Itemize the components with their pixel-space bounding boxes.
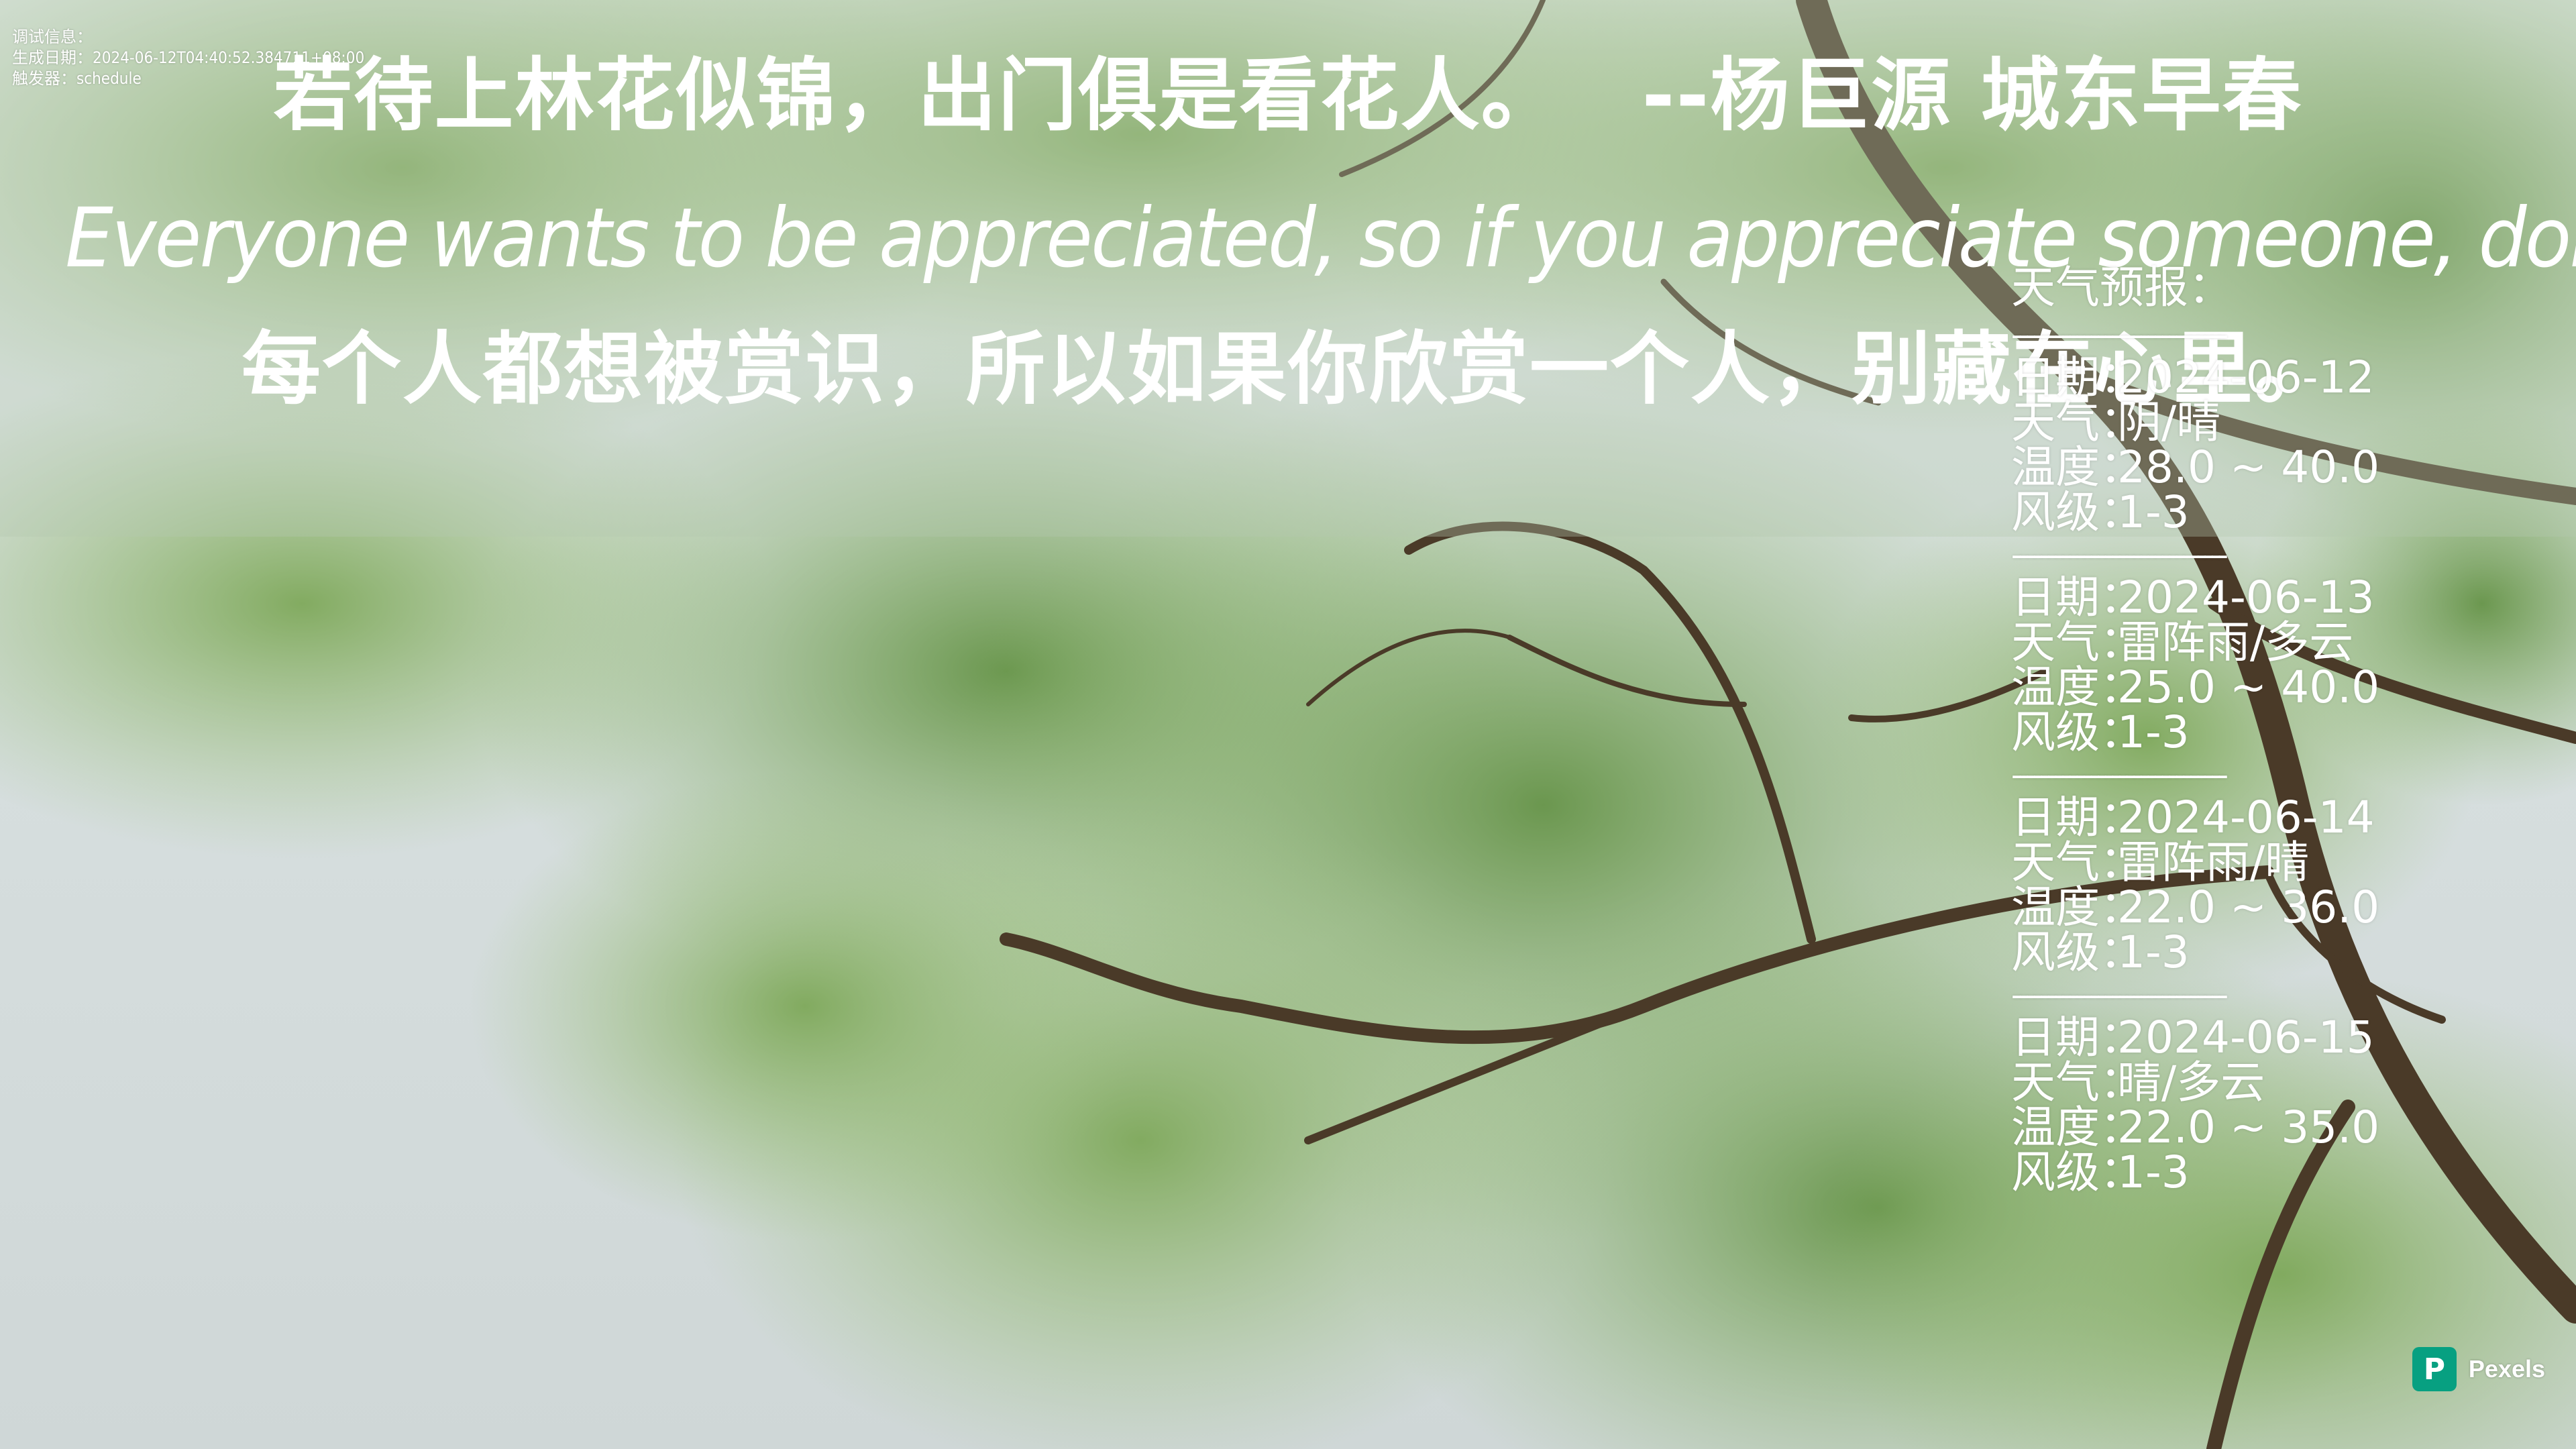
weather-temperature-row: 温度：25.0 ~ 40.0 — [2011, 665, 2440, 710]
weather-condition-row-value: 晴/多云 — [2117, 1057, 2265, 1108]
weather-wind-row-value: 1-3 — [2117, 486, 2190, 538]
weather-wind-row-label: 风级： — [2011, 486, 2144, 538]
weather-temperature-row-value: 25.0 ~ 40.0 — [2117, 661, 2380, 713]
debug-trigger: 触发器：schedule — [12, 69, 142, 88]
weather-wind-row-value: 1-3 — [2117, 926, 2190, 978]
poem-text: 若待上林花似锦，出门俱是看花人。 — [273, 49, 1562, 142]
weather-wind-row-label: 风级： — [2011, 926, 2144, 978]
weather-wind-row: 风级：1-3 — [2011, 930, 2440, 975]
debug-title: 调试信息： — [12, 28, 93, 46]
weather-title: 天气预报： — [2011, 262, 2233, 313]
weather-separator: ------------------------------ — [2011, 757, 2229, 793]
weather-wind-row: 风级：1-3 — [2011, 1150, 2440, 1195]
weather-date-row-value: 2024-06-13 — [2117, 572, 2375, 623]
english-quote: Everyone wants to be appreciated, so if … — [65, 191, 2576, 286]
weather-condition-row-value: 阴/晴 — [2117, 396, 2221, 448]
weather-temperature-row: 温度：22.0 ~ 36.0 — [2011, 885, 2440, 930]
debug-generated-date: 生成日期：2024-06-12T04:40:52.384711+08:00 — [12, 48, 365, 67]
weather-separator: ------------------------------ — [2011, 977, 2229, 1013]
weather-date-row-value: 2024-06-12 — [2117, 352, 2375, 403]
weather-temperature-row-label: 温度： — [2011, 441, 2144, 493]
weather-temperature-row-label: 温度： — [2011, 881, 2144, 933]
debug-info: 调试信息： 生成日期：2024-06-12T04:40:52.384711+08… — [12, 27, 364, 89]
weather-condition-row: 天气：阴/晴 — [2011, 400, 2440, 445]
weather-date-row: 日期：2024-06-13 — [2011, 572, 2440, 623]
weather-condition-row: 天气：雷阵雨/晴 — [2011, 840, 2440, 885]
weather-condition-row-label: 天气： — [2011, 396, 2144, 448]
weather-date-row-label: 日期： — [2011, 792, 2144, 843]
weather-condition-row-value: 雷阵雨/多云 — [2117, 616, 2354, 668]
weather-temperature-row-value: 22.0 ~ 35.0 — [2117, 1102, 2380, 1153]
weather-date-row: 日期：2024-06-14 — [2011, 792, 2440, 843]
pexels-label: Pexels — [2468, 1355, 2545, 1383]
weather-temperature-row: 温度：22.0 ~ 35.0 — [2011, 1105, 2440, 1150]
weather-date-row-label: 日期： — [2011, 1012, 2144, 1063]
pexels-logo-icon: P — [2412, 1347, 2457, 1391]
weather-temperature-row: 温度：28.0 ~ 40.0 — [2011, 445, 2440, 490]
weather-separator: ------------------------------ — [2011, 537, 2229, 573]
chinese-quote-translation: 每个人都想被赏识，所以如果你欣赏一个人，别藏在心里。 — [241, 323, 2334, 415]
weather-days: 日期：2024-06-12 天气：阴/晴 温度：28.0 ~ 40.0 风级：1-3-… — [2011, 355, 2440, 1195]
branches — [1000, 0, 2576, 1449]
weather-condition-row: 天气：晴/多云 — [2011, 1057, 2440, 1108]
weather-date-row-label: 日期： — [2011, 572, 2144, 623]
weather-condition-row-label: 天气： — [2011, 1057, 2144, 1108]
weather-wind-row: 风级：1-3 — [2011, 490, 2440, 535]
weather-wind-row-label: 风级： — [2011, 706, 2144, 758]
weather-date-row: 日期：2024-06-15 — [2011, 1012, 2440, 1063]
weather-wind-row-value: 1-3 — [2117, 1146, 2190, 1198]
poem-attribution: --杨巨源 城东早春 — [1642, 49, 2303, 142]
weather-date-row-value: 2024-06-15 — [2117, 1012, 2375, 1063]
weather-wind-row-value: 1-3 — [2117, 706, 2190, 758]
weather-temperature-row-value: 28.0 ~ 40.0 — [2117, 441, 2380, 493]
weather-date-row: 日期：2024-06-12 — [2011, 355, 2440, 400]
weather-condition-row-label: 天气： — [2011, 616, 2144, 668]
weather-day: 日期：2024-06-13 天气：雷阵雨/多云 温度：25.0 ~ 40.0 风级：1… — [2011, 575, 2440, 795]
weather-date-row-value: 2024-06-14 — [2117, 792, 2375, 843]
weather-forecast-panel: 天气预报： ------------------------------ 日期：… — [2011, 265, 2440, 1195]
weather-day: 日期：2024-06-15 天气：晴/多云 温度：22.0 ~ 35.0 风级：1-3 — [2011, 1015, 2440, 1195]
weather-temperature-row-value: 22.0 ~ 36.0 — [2117, 881, 2380, 933]
weather-day: 日期：2024-06-12 天气：阴/晴 温度：28.0 ~ 40.0 风级：1-3-… — [2011, 355, 2440, 575]
weather-day: 日期：2024-06-14 天气：雷阵雨/晴 温度：22.0 ~ 36.0 风级：1-… — [2011, 795, 2440, 1015]
weather-wind-row: 风级：1-3 — [2011, 710, 2440, 755]
weather-temperature-row-label: 温度： — [2011, 1102, 2144, 1153]
weather-condition-row-value: 雷阵雨/晴 — [2117, 837, 2310, 888]
weather-condition-row-label: 天气： — [2011, 837, 2144, 888]
weather-wind-row-label: 风级： — [2011, 1146, 2144, 1198]
weather-temperature-row-label: 温度： — [2011, 661, 2144, 713]
weather-date-row-label: 日期： — [2011, 352, 2144, 403]
weather-separator: ------------------------------ — [2011, 317, 2229, 353]
quote-backdrop-band — [0, 0, 2576, 537]
poem-line: 若待上林花似锦，出门俱是看花人。 --杨巨源 城东早春 — [0, 42, 2576, 149]
weather-condition-row: 天气：雷阵雨/多云 — [2011, 620, 2440, 665]
pexels-credit[interactable]: P Pexels — [2412, 1347, 2545, 1391]
